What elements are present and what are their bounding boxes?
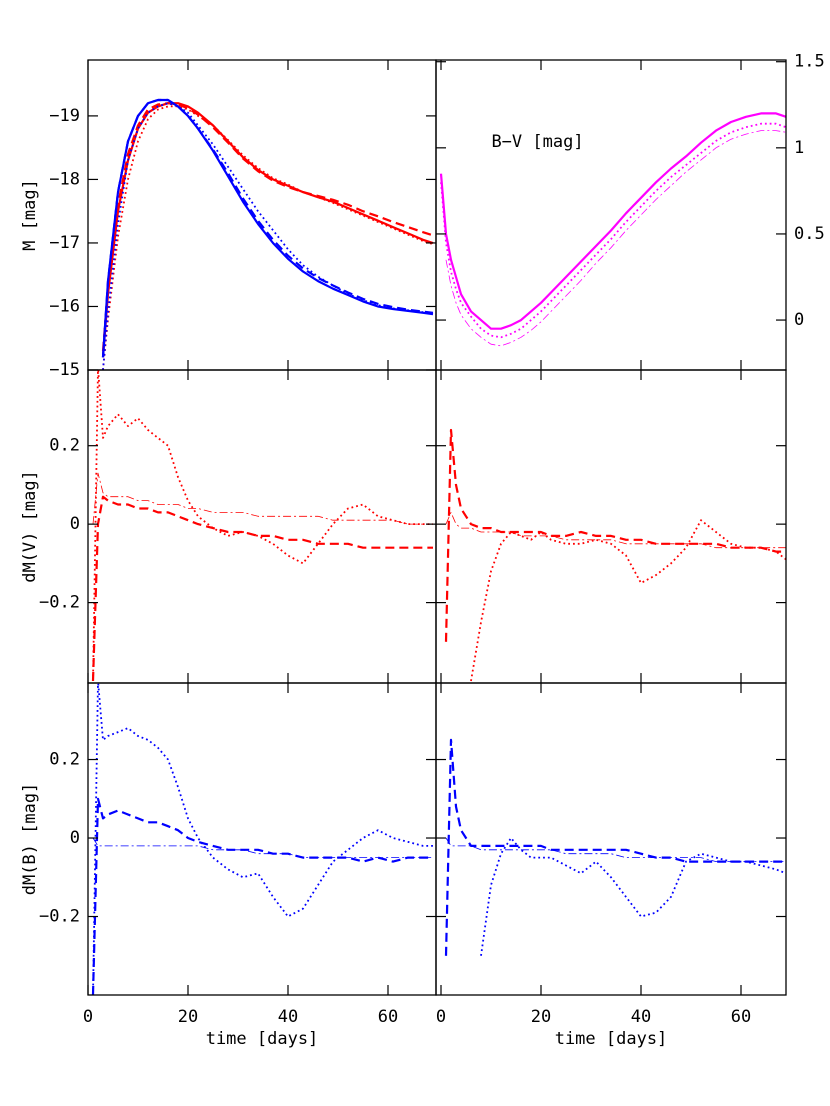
y-tick-label: −15 <box>49 360 80 380</box>
panel-frame <box>435 59 787 371</box>
y-tick-label: −16 <box>49 296 80 316</box>
x-tick-label: 20 <box>531 1007 551 1027</box>
x-tick-label: 0 <box>436 1007 446 1027</box>
data-line <box>101 102 434 358</box>
data-line <box>445 837 786 862</box>
x-tick-label: 40 <box>631 1007 651 1027</box>
data-line <box>480 837 786 956</box>
panel-frame <box>87 682 437 996</box>
y-tick-label: −19 <box>49 106 80 126</box>
data-line <box>92 472 433 525</box>
data-line <box>92 683 433 995</box>
data-line <box>101 102 434 351</box>
y-tick-label: 1 <box>794 138 804 158</box>
plot-area <box>101 98 434 370</box>
y-tick-label: −17 <box>49 233 80 253</box>
data-line <box>101 98 434 358</box>
panel-frame <box>435 369 787 684</box>
data-line <box>470 519 786 682</box>
y-tick-label: −0.2 <box>39 593 80 613</box>
y-tick-label: 0 <box>794 310 804 330</box>
data-line <box>444 428 786 642</box>
data-line <box>445 512 786 549</box>
panel-frame <box>87 369 437 684</box>
x-tick-label: 60 <box>378 1007 398 1027</box>
plot-area <box>439 112 786 347</box>
y-tick-label: 0.2 <box>49 436 80 456</box>
y-tick-label: 0 <box>70 514 80 534</box>
plot-area <box>91 370 433 682</box>
plot-area <box>444 738 786 956</box>
annotation: B−V [mag] <box>491 132 583 152</box>
data-line <box>92 370 433 682</box>
x-tick-label: 20 <box>178 1007 198 1027</box>
data-line <box>444 738 786 956</box>
panel-frame <box>435 682 787 996</box>
data-line <box>440 122 786 339</box>
data-line <box>91 495 433 682</box>
data-line <box>91 797 433 995</box>
data-line <box>101 98 434 358</box>
data-line <box>439 112 786 330</box>
y-tick-label: 1.5 <box>794 52 825 72</box>
x-tick-label: 60 <box>731 1007 751 1027</box>
y-axis-label: dM(B) [mag] <box>20 783 40 896</box>
y-tick-label: 0.2 <box>49 750 80 770</box>
y-tick-label: −0.2 <box>39 907 80 927</box>
plot-area <box>444 428 786 682</box>
data-line <box>92 837 433 858</box>
x-tick-label: 0 <box>83 1007 93 1027</box>
x-axis-label: time [days] <box>555 1029 668 1049</box>
y-axis-label: dM(V) [mag] <box>20 470 40 583</box>
y-axis-label: M [mag] <box>20 179 40 251</box>
y-tick-label: 0.5 <box>794 224 825 244</box>
x-axis-label: time [days] <box>206 1029 319 1049</box>
plot-area <box>91 683 433 995</box>
data-line <box>445 130 786 347</box>
y-tick-label: 0 <box>70 828 80 848</box>
x-tick-label: 40 <box>278 1007 298 1027</box>
data-line <box>102 105 434 370</box>
y-tick-label: −18 <box>49 169 80 189</box>
panel-frame <box>87 59 437 371</box>
data-line <box>102 102 434 370</box>
